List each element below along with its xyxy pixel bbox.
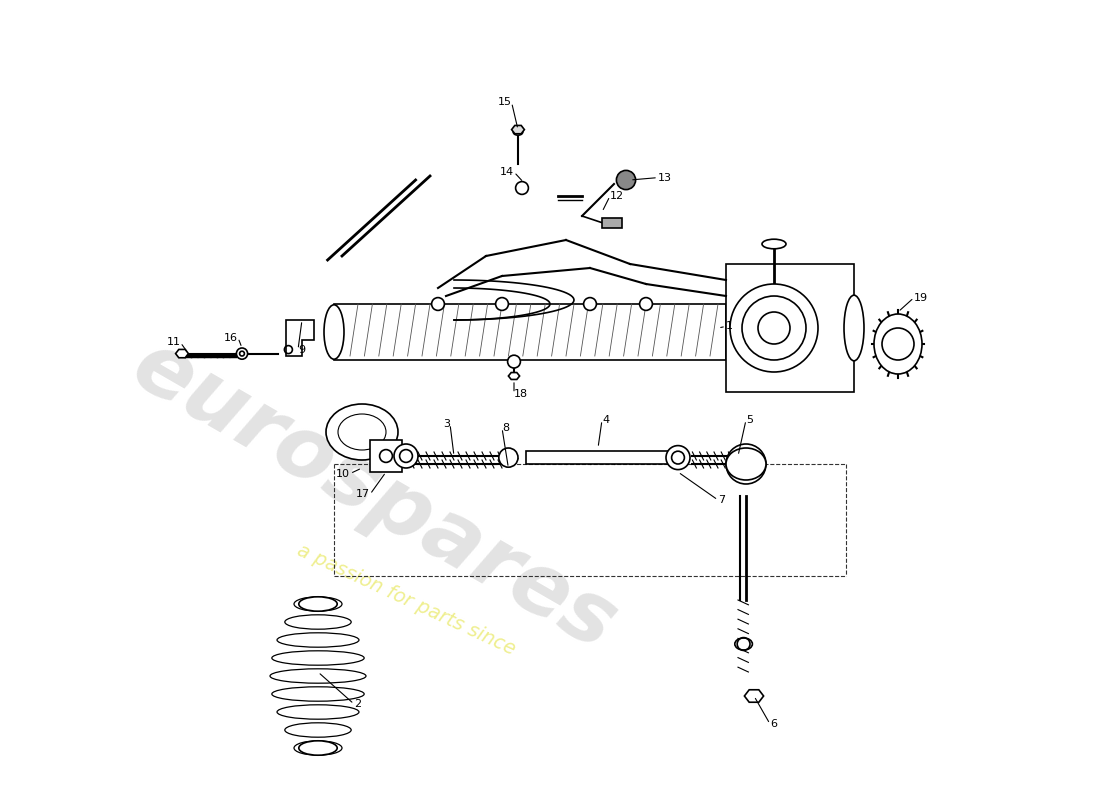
Text: 1: 1 xyxy=(726,322,733,331)
Polygon shape xyxy=(726,264,854,392)
Text: 19: 19 xyxy=(914,293,928,302)
Circle shape xyxy=(726,444,766,484)
Ellipse shape xyxy=(285,614,351,629)
Ellipse shape xyxy=(272,651,364,666)
Ellipse shape xyxy=(270,669,366,683)
Text: 15: 15 xyxy=(497,98,512,107)
Ellipse shape xyxy=(735,638,752,650)
Ellipse shape xyxy=(272,686,364,701)
Circle shape xyxy=(236,348,248,359)
Text: 16: 16 xyxy=(224,333,238,342)
Ellipse shape xyxy=(514,129,522,135)
Text: 11: 11 xyxy=(166,338,180,347)
Ellipse shape xyxy=(285,723,351,738)
Text: eurospares: eurospares xyxy=(118,324,630,668)
Circle shape xyxy=(616,170,636,190)
Circle shape xyxy=(498,448,518,467)
Polygon shape xyxy=(286,320,313,356)
Text: 8: 8 xyxy=(502,423,509,433)
Circle shape xyxy=(584,298,596,310)
Ellipse shape xyxy=(726,448,766,480)
Text: 5: 5 xyxy=(746,415,754,425)
Ellipse shape xyxy=(874,314,922,374)
Text: 6: 6 xyxy=(770,719,777,729)
Ellipse shape xyxy=(277,633,359,647)
Text: a passion for parts since: a passion for parts since xyxy=(294,541,518,659)
Text: 9: 9 xyxy=(298,345,305,354)
Circle shape xyxy=(507,355,520,368)
Circle shape xyxy=(730,284,818,372)
Bar xyxy=(526,451,670,464)
Circle shape xyxy=(516,182,528,194)
Ellipse shape xyxy=(324,305,344,359)
Ellipse shape xyxy=(294,741,342,755)
Text: 18: 18 xyxy=(514,389,528,398)
Circle shape xyxy=(639,298,652,310)
Bar xyxy=(602,218,621,228)
Text: 3: 3 xyxy=(443,419,450,429)
Text: 10: 10 xyxy=(336,469,350,478)
Text: 12: 12 xyxy=(610,191,624,201)
Polygon shape xyxy=(370,440,402,472)
Text: 14: 14 xyxy=(499,167,514,177)
Polygon shape xyxy=(334,304,726,360)
Circle shape xyxy=(666,446,690,470)
Ellipse shape xyxy=(326,404,398,460)
Text: 13: 13 xyxy=(658,173,672,182)
Text: 7: 7 xyxy=(718,495,725,505)
Text: 2: 2 xyxy=(354,699,361,709)
Circle shape xyxy=(431,298,444,310)
Ellipse shape xyxy=(299,741,338,755)
Ellipse shape xyxy=(762,239,786,249)
Ellipse shape xyxy=(299,597,338,611)
Circle shape xyxy=(496,298,508,310)
Circle shape xyxy=(394,444,418,468)
Text: 17: 17 xyxy=(356,490,370,499)
Polygon shape xyxy=(512,126,525,134)
Polygon shape xyxy=(745,690,763,702)
Polygon shape xyxy=(508,373,519,379)
Ellipse shape xyxy=(277,705,359,719)
Ellipse shape xyxy=(294,597,342,611)
Text: 4: 4 xyxy=(602,415,609,425)
Ellipse shape xyxy=(844,295,864,361)
Polygon shape xyxy=(176,350,188,358)
